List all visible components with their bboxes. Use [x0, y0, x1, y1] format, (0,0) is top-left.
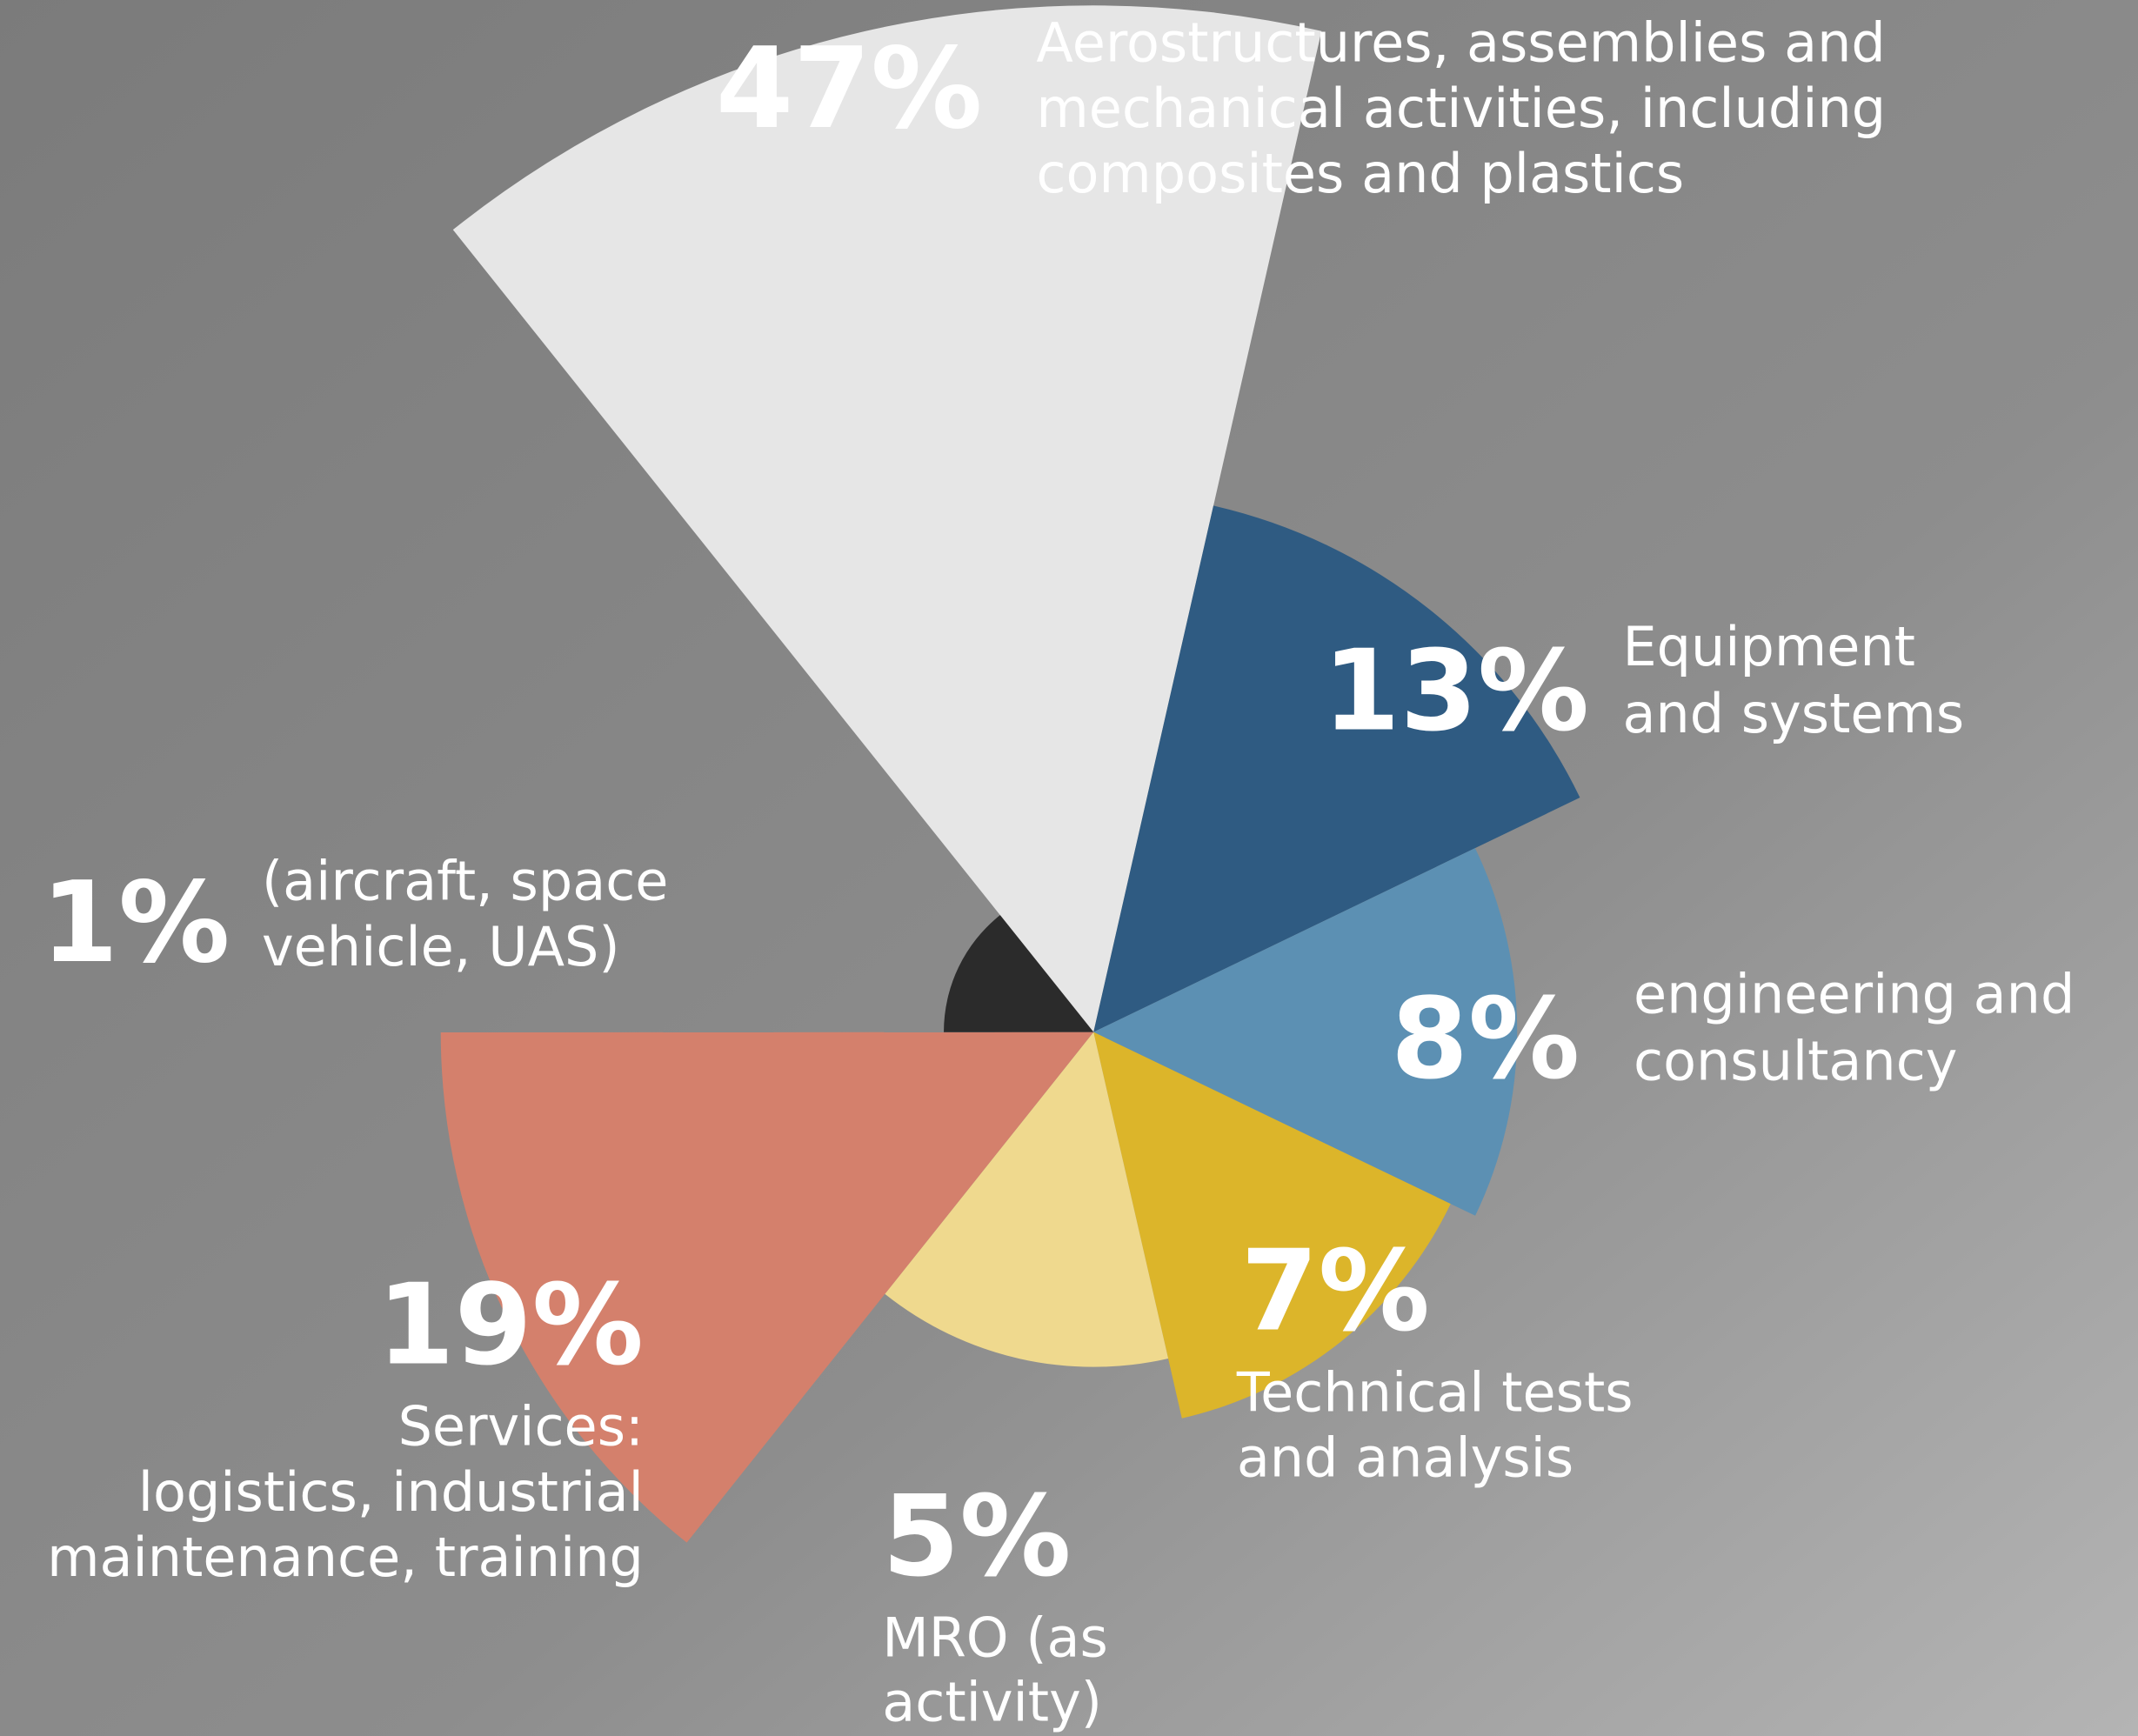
category-label: maintenance, training	[47, 1526, 644, 1589]
category-label: Aerostructures, assemblies and	[1036, 11, 1885, 75]
wedge	[1093, 848, 1518, 1216]
wedge	[452, 5, 1322, 1032]
percent-label: 7%	[1241, 1226, 1430, 1356]
category-label: and systems	[1622, 682, 1964, 745]
percent-label: 8%	[1391, 974, 1580, 1104]
category-label: Equipment	[1622, 615, 1915, 678]
wedge	[1093, 505, 1580, 1032]
wedge	[1093, 1032, 1451, 1419]
category-label: consultancy	[1634, 1030, 1958, 1093]
category-label: and analysis	[1237, 1426, 1573, 1490]
category-label: vehicle, UAS)	[262, 915, 620, 978]
wedge	[944, 915, 1094, 1032]
category-label: logistics, industrial	[138, 1460, 644, 1524]
category-label: Services:	[398, 1395, 644, 1459]
percent-label: 1%	[41, 858, 230, 988]
category-label: activity)	[882, 1670, 1102, 1733]
wedge	[885, 1032, 1169, 1367]
percent-label: 13%	[1323, 627, 1589, 757]
category-label: engineering and	[1634, 963, 2075, 1026]
category-label: mechanical activities, including	[1036, 77, 1886, 140]
wedge	[440, 1032, 1094, 1543]
percent-label: 19%	[377, 1261, 644, 1391]
category-label: MRO (as	[882, 1606, 1108, 1670]
percent-label: 47%	[716, 24, 982, 154]
percent-label: 5%	[882, 1472, 1071, 1602]
category-label: (aircraft, space	[262, 850, 668, 913]
category-label: Technical tests	[1236, 1360, 1634, 1424]
category-label: composites and plastics	[1036, 142, 1684, 205]
